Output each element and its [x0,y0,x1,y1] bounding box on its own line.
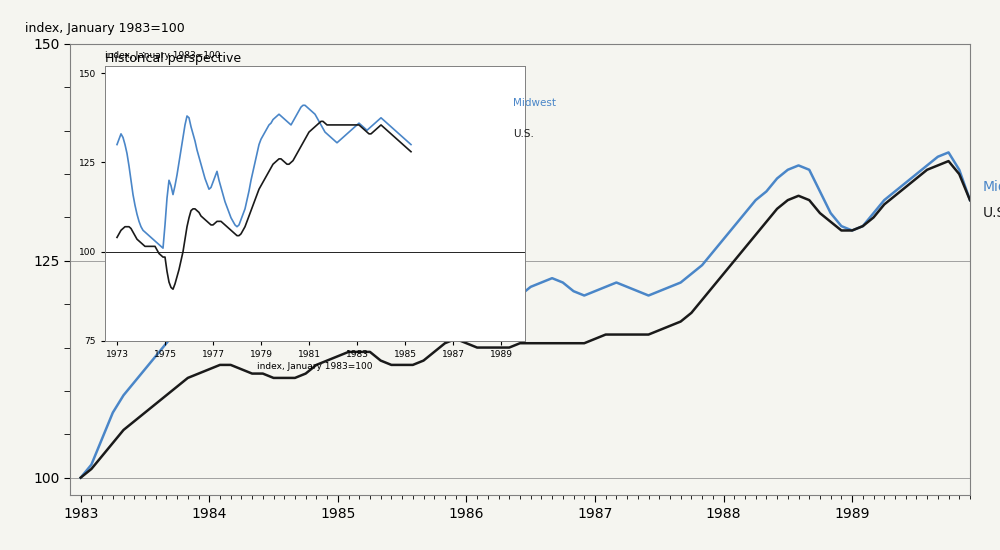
Text: index, January 1983=100: index, January 1983=100 [105,52,220,60]
Text: Historical perspective: Historical perspective [105,52,241,65]
X-axis label: index, January 1983=100: index, January 1983=100 [257,362,373,371]
Text: Midwest: Midwest [513,98,556,108]
Text: U.S.: U.S. [513,129,534,139]
Text: U.S.: U.S. [983,206,1000,220]
Text: index, January 1983=100: index, January 1983=100 [25,22,185,35]
Text: Midwest: Midwest [983,180,1000,194]
